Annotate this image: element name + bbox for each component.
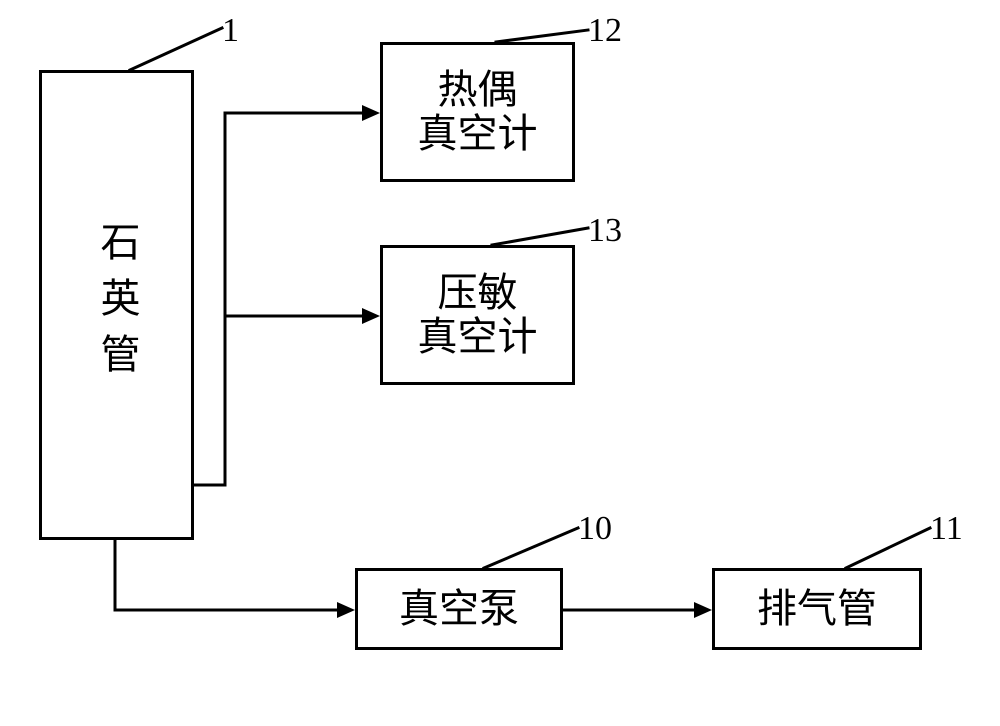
block-pump: 真空泵	[355, 568, 563, 650]
block-exhaust: 排气管	[712, 568, 922, 650]
ref-label-quartz: 1	[222, 12, 239, 50]
block-label: 压敏 真空计	[418, 271, 538, 359]
block-quartz: 石英管	[39, 70, 194, 540]
ref-label-exhaust: 11	[930, 510, 963, 548]
ref-label-piezo: 13	[588, 212, 622, 250]
block-label: 石英管	[95, 221, 139, 389]
diagram-stage: 石英管 热偶 真空计压敏 真空计真空泵 排气管 1 12 13 10 11	[0, 0, 1000, 726]
block-piezo: 压敏 真空计	[380, 245, 575, 385]
block-label: 热偶 真空计	[418, 68, 538, 156]
ref-label-pump: 10	[578, 510, 612, 548]
block-label: 排气管	[757, 587, 877, 631]
block-label: 真空泵	[399, 587, 519, 631]
block-thermo: 热偶 真空计	[380, 42, 575, 182]
ref-label-thermo: 12	[588, 12, 622, 50]
